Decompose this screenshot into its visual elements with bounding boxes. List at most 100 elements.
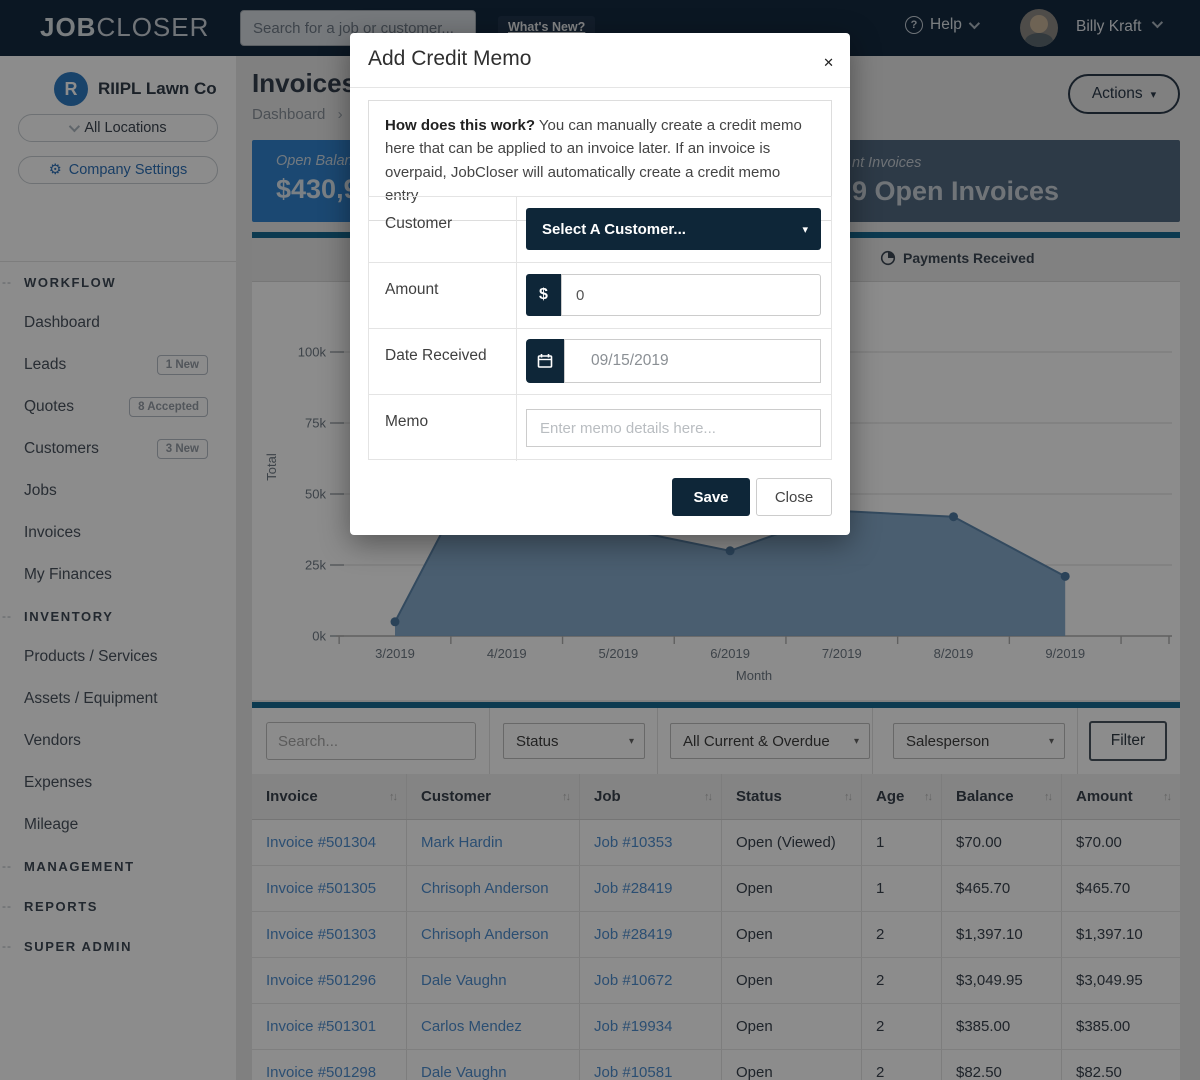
sort-icon[interactable]: ↑↓ — [1044, 790, 1053, 803]
sort-icon[interactable]: ↑↓ — [704, 790, 713, 803]
data-point-9/2019[interactable] — [1060, 571, 1070, 581]
column-label: Amount — [1076, 788, 1133, 805]
svg-text:50k: 50k — [305, 487, 326, 502]
current-overdue-select[interactable]: All Current & Overdue ▾ — [670, 723, 870, 759]
sidebar-item-assets-equipment[interactable]: Assets / Equipment — [0, 678, 236, 720]
actions-button[interactable]: Actions ▾ — [1068, 74, 1180, 114]
sidebar-item-customers[interactable]: Customers 3 New — [0, 428, 236, 470]
status-select[interactable]: Status ▾ — [503, 723, 645, 759]
filter-button[interactable]: Filter — [1089, 721, 1167, 761]
sidebar-item-my-finances[interactable]: My Finances — [0, 554, 236, 596]
customer-link[interactable]: Chrisoph Anderson — [407, 912, 580, 957]
memo-input[interactable] — [526, 409, 821, 447]
divider — [516, 329, 517, 394]
breadcrumb-dashboard[interactable]: Dashboard — [252, 106, 326, 123]
column-header-invoice[interactable]: Invoice ↑↓ — [252, 774, 407, 819]
invoice-link[interactable]: Invoice #501304 — [252, 820, 407, 865]
caret-down-icon: ▾ — [1048, 735, 1054, 747]
customer-link[interactable]: Dale Vaughn — [407, 958, 580, 1003]
pie-chart-icon — [880, 250, 896, 266]
amount-input[interactable] — [561, 274, 821, 316]
invoice-link[interactable]: Invoice #501301 — [252, 1004, 407, 1049]
salesperson-select[interactable]: Salesperson ▾ — [893, 723, 1065, 759]
locations-dropdown[interactable]: All Locations — [18, 114, 218, 142]
table-header-row: Invoice ↑↓ Customer ↑↓ Job ↑↓ Status ↑↓ Age ↑↓ Bal… — [252, 774, 1180, 820]
user-name[interactable]: Billy Kraft — [1076, 18, 1142, 35]
job-link[interactable]: Job #19934 — [580, 1004, 722, 1049]
user-avatar[interactable] — [1020, 9, 1058, 47]
status-cell: Open — [722, 912, 862, 957]
tab-payments-received[interactable]: Payments Received — [880, 250, 1035, 266]
job-link[interactable]: Job #10581 — [580, 1050, 722, 1080]
status-cell: Open — [722, 958, 862, 1003]
whats-new-link[interactable]: What's New? — [498, 16, 596, 38]
date-received-input[interactable] — [564, 339, 821, 383]
data-point-6/2019[interactable] — [725, 546, 735, 556]
section-collapse-icon: -- — [2, 859, 12, 873]
status-cell: Open — [722, 866, 862, 911]
sidebar-item-invoices[interactable]: Invoices — [0, 512, 236, 554]
customer-link[interactable]: Mark Hardin — [407, 820, 580, 865]
section-label: INVENTORY — [24, 608, 114, 624]
sidebar-badge: 1 New — [156, 355, 208, 375]
sort-icon[interactable]: ↑↓ — [924, 790, 933, 803]
data-point-3/2019[interactable] — [390, 617, 400, 627]
close-button[interactable]: Close — [756, 478, 832, 516]
job-link[interactable]: Job #10672 — [580, 958, 722, 1003]
table-search-input[interactable] — [266, 722, 476, 760]
sort-icon[interactable]: ↑↓ — [1163, 790, 1172, 803]
sort-icon[interactable]: ↑↓ — [562, 790, 571, 803]
sidebar-section-workflow[interactable]: -- WORKFLOW — [0, 262, 236, 302]
sidebar-item-expenses[interactable]: Expenses — [0, 762, 236, 804]
sidebar-item-mileage[interactable]: Mileage — [0, 804, 236, 846]
job-link[interactable]: Job #10353 — [580, 820, 722, 865]
svg-text:5/2019: 5/2019 — [599, 646, 639, 661]
company-logo: R — [54, 72, 88, 106]
data-point-8/2019[interactable] — [949, 512, 958, 522]
help-menu[interactable]: ? Help — [905, 16, 980, 34]
sort-icon[interactable]: ↑↓ — [389, 790, 398, 803]
invoice-link[interactable]: Invoice #501296 — [252, 958, 407, 1003]
customer-link[interactable]: Chrisoph Anderson — [407, 866, 580, 911]
sidebar-section-inventory[interactable]: -- INVENTORY — [0, 596, 236, 636]
sidebar-section-reports[interactable]: -- REPORTS — [0, 886, 236, 926]
section-collapse-icon: -- — [2, 275, 12, 289]
invoice-link[interactable]: Invoice #501305 — [252, 866, 407, 911]
sidebar-section-super-admin[interactable]: -- SUPER ADMIN — [0, 926, 236, 966]
customer-link[interactable]: Carlos Mendez — [407, 1004, 580, 1049]
invoice-link[interactable]: Invoice #501298 — [252, 1050, 407, 1080]
amount-cell: $465.70 — [1076, 880, 1131, 897]
job-link[interactable]: Job #28419 — [580, 866, 722, 911]
sidebar-item-dashboard[interactable]: Dashboard — [0, 302, 236, 344]
invoice-link[interactable]: Invoice #501303 — [252, 912, 407, 957]
column-header-status[interactable]: Status ↑↓ — [722, 774, 862, 819]
table-row: Invoice #501301 Carlos Mendez Job #19934 Op… — [252, 1004, 1180, 1050]
age-cell: 2 — [862, 958, 942, 1003]
sidebar-item-leads[interactable]: Leads 1 New — [0, 344, 236, 386]
sidebar-item-products-services[interactable]: Products / Services — [0, 636, 236, 678]
sidebar-badge: 3 New — [156, 439, 208, 459]
svg-text:7/2019: 7/2019 — [822, 646, 862, 661]
sidebar-item-label: Jobs — [24, 482, 57, 499]
column-header-job[interactable]: Job ↑↓ — [580, 774, 722, 819]
company-settings-button[interactable]: ⚙ Company Settings — [18, 156, 218, 184]
save-button[interactable]: Save — [672, 478, 750, 516]
divider — [0, 261, 236, 262]
sidebar-item-quotes[interactable]: Quotes 8 Accepted — [0, 386, 236, 428]
sidebar-section-management[interactable]: -- MANAGEMENT — [0, 846, 236, 886]
column-header-balance[interactable]: Balance ↑↓ — [942, 774, 1062, 819]
column-header-customer[interactable]: Customer ↑↓ — [407, 774, 580, 819]
salesperson-label: Salesperson — [906, 732, 990, 750]
column-header-age[interactable]: Age ↑↓ — [862, 774, 942, 819]
column-label: Invoice — [266, 788, 318, 805]
close-icon[interactable]: ✕ — [823, 55, 834, 70]
column-label: Status — [736, 788, 782, 805]
sort-icon[interactable]: ↑↓ — [844, 790, 853, 803]
sidebar-item-jobs[interactable]: Jobs — [0, 470, 236, 512]
job-link[interactable]: Job #28419 — [580, 912, 722, 957]
column-header-amount[interactable]: Amount ↑↓ — [1062, 774, 1180, 819]
section-label: SUPER ADMIN — [24, 938, 133, 954]
customer-select[interactable]: Select A Customer... ▾ — [526, 208, 821, 250]
customer-link[interactable]: Dale Vaughn — [407, 1050, 580, 1080]
sidebar-item-vendors[interactable]: Vendors — [0, 720, 236, 762]
